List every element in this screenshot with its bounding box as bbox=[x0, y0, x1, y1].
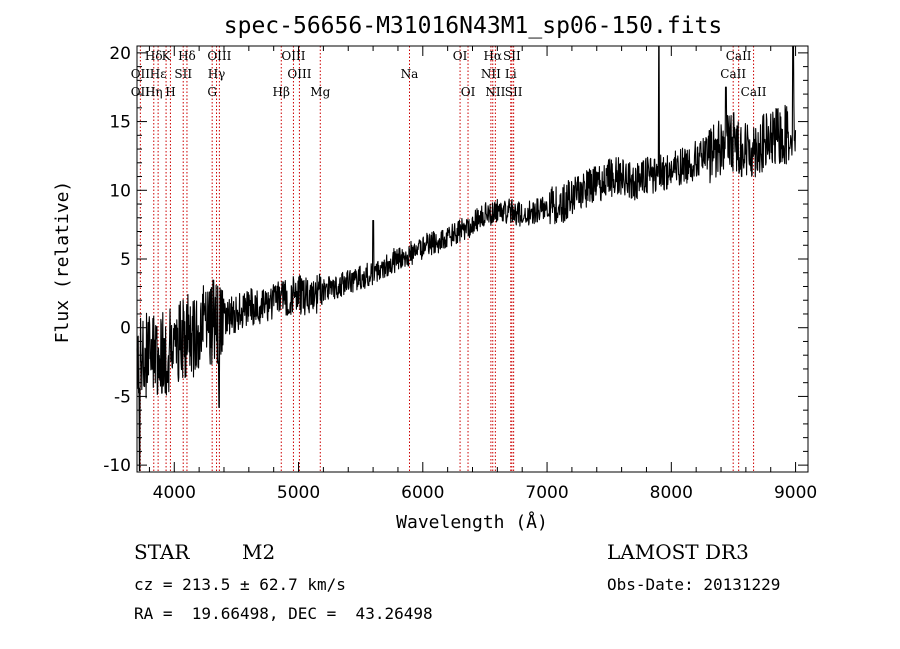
x-tick-label: 5000 bbox=[277, 483, 320, 503]
spectral-line-label: H bbox=[165, 85, 175, 99]
spectral-line-label: Hη bbox=[145, 85, 163, 99]
spectral-line-label: Hε bbox=[150, 67, 167, 81]
spectral-line-label: CaII bbox=[720, 67, 746, 81]
spectral-line-label: CaII bbox=[741, 85, 767, 99]
y-tick-label: 20 bbox=[109, 44, 131, 64]
spectral-line-label: Mg bbox=[310, 85, 330, 99]
spectral-line-label: Li bbox=[505, 67, 517, 81]
observation-date: Obs-Date: 20131229 bbox=[607, 575, 781, 594]
redshift-velocity: cz = 213.5 ± 62.7 km/s bbox=[134, 575, 346, 594]
x-tick-label: 8000 bbox=[650, 483, 693, 503]
spectral-line-label: OI bbox=[453, 49, 468, 63]
object-subclass: M2 bbox=[242, 540, 276, 564]
coordinates: RA = 19.66498, DEC = 43.26498 bbox=[134, 604, 433, 623]
spectral-line-label: OIII bbox=[207, 49, 231, 63]
spectral-line-label: SII bbox=[505, 85, 523, 99]
spectral-line-label: Hδ bbox=[145, 49, 163, 63]
x-tick-label: 4000 bbox=[153, 483, 196, 503]
spectral-line-label: SII bbox=[503, 49, 521, 63]
y-axis-label: Flux (relative) bbox=[52, 181, 73, 344]
spectral-line-label: Na bbox=[401, 67, 419, 81]
plot-frame bbox=[136, 45, 809, 473]
y-tick-label: 10 bbox=[109, 181, 131, 201]
x-tick-label: 7000 bbox=[525, 483, 568, 503]
x-axis-label: Wavelength (Å) bbox=[396, 511, 548, 533]
spectral-line-label: NII bbox=[481, 67, 501, 81]
spectral-line-label: OII bbox=[131, 85, 151, 99]
chart-title: spec-56656-M31016N43M1_sp06-150.fits bbox=[224, 13, 723, 39]
spectral-line-label: Hδ bbox=[178, 49, 196, 63]
spectral-line-label: CaII bbox=[726, 49, 752, 63]
survey-name: LAMOST DR3 bbox=[607, 540, 749, 564]
spectral-line-label: Hβ bbox=[273, 85, 290, 99]
y-tick-label: -10 bbox=[103, 456, 131, 476]
y-tick-label: 5 bbox=[120, 250, 131, 270]
y-tick-label: 0 bbox=[120, 319, 131, 339]
spectral-line-label: NII bbox=[485, 85, 505, 99]
spectral-line-label: OIII bbox=[287, 67, 311, 81]
axis-ticks: 4000 5000 6000 7000 8000 9000 -10 -5 0 5 10 15 20 bbox=[103, 44, 817, 503]
spectral-line-label: SII bbox=[174, 67, 192, 81]
spectrum-line bbox=[136, 45, 797, 472]
x-tick-label: 9000 bbox=[774, 483, 817, 503]
spectral-line-label: OI bbox=[461, 85, 476, 99]
spectral-line-label: K bbox=[162, 49, 172, 63]
y-tick-label: -5 bbox=[114, 387, 131, 407]
spectral-line-markers bbox=[139, 46, 755, 472]
spectral-line-label: OIII bbox=[281, 49, 305, 63]
spectral-line-label: Hα bbox=[483, 49, 502, 63]
spectral-line-label: G bbox=[207, 85, 217, 99]
object-class: STAR bbox=[134, 540, 190, 564]
spectral-line-label: OII bbox=[131, 67, 151, 81]
x-tick-label: 6000 bbox=[401, 483, 444, 503]
spectral-line-label: Hγ bbox=[208, 67, 226, 81]
y-tick-label: 15 bbox=[109, 113, 131, 133]
